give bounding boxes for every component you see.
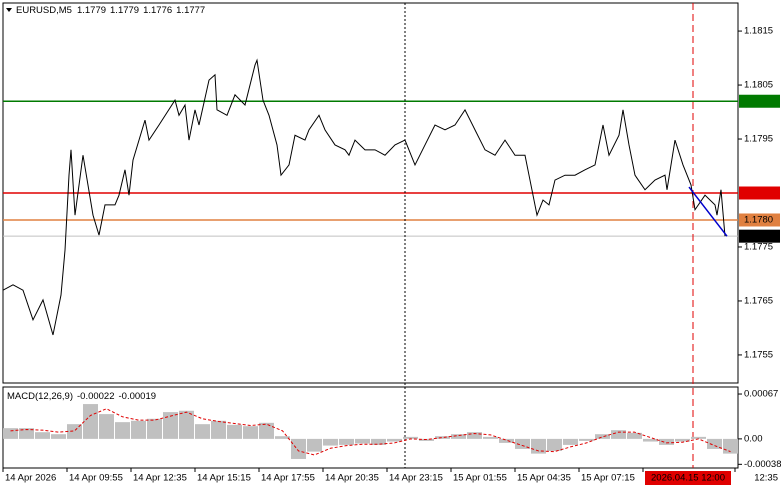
histogram-bar <box>355 438 370 444</box>
level-label-bg <box>739 186 780 200</box>
histogram-bar <box>275 436 290 439</box>
histogram-bar <box>3 428 18 439</box>
histogram-bar <box>627 432 642 439</box>
histogram-bar <box>243 426 258 439</box>
x-tick-label: 15 Apr 01:55 <box>453 473 507 484</box>
y-tick-label: 1.1775 <box>744 241 773 252</box>
histogram-bar <box>259 422 274 439</box>
x-tick-label: 14 Apr 20:35 <box>325 473 379 484</box>
x-tick-label: 14 Apr 15:15 <box>197 473 251 484</box>
histogram-bar <box>179 410 194 439</box>
histogram-bar <box>323 438 338 446</box>
histogram-bar <box>371 438 386 445</box>
histogram-bar <box>339 438 354 445</box>
crosshair-label-bg <box>645 471 731 485</box>
histogram-bar <box>451 434 466 439</box>
high: 1.1779 <box>110 5 139 16</box>
y-tick-label: 1.1795 <box>744 134 773 145</box>
y-tick-label: 1.1765 <box>744 295 773 306</box>
low: 1.1776 <box>143 5 172 16</box>
histogram-bar <box>483 436 498 439</box>
histogram-bar <box>99 414 114 439</box>
histogram-bar <box>115 422 130 439</box>
histogram-bar <box>611 430 626 439</box>
y-tick-label: 1.1805 <box>744 80 773 91</box>
histogram-bar <box>307 438 322 452</box>
histogram-bar <box>675 438 690 442</box>
level-label-bg <box>739 213 780 227</box>
histogram-bar <box>531 438 546 454</box>
signal-line <box>10 408 731 456</box>
histogram-bar <box>147 418 162 439</box>
histogram-bar <box>131 420 146 439</box>
symbol: EURUSD,M5 <box>16 5 72 16</box>
trend-line <box>688 186 728 237</box>
histogram-bar <box>691 436 706 439</box>
histogram-bar <box>211 420 226 439</box>
histogram-bar <box>83 404 98 439</box>
histogram-bar <box>227 424 242 439</box>
histogram-bar <box>499 438 514 443</box>
histogram-bar <box>467 432 482 439</box>
histogram-bar <box>35 432 50 439</box>
histogram-bar <box>659 438 674 445</box>
x-tick-label: 14 Apr 12:35 <box>133 473 187 484</box>
histogram-bar <box>547 438 562 451</box>
histogram-bar <box>19 428 34 439</box>
histogram-bar <box>195 424 210 439</box>
x-tick-label: 14 Apr 17:55 <box>261 473 315 484</box>
menu-arrow[interactable] <box>6 8 12 12</box>
macd-name: MACD(12,26,9) <box>7 391 73 402</box>
macd-signal: -0.00019 <box>119 391 157 402</box>
histogram-bar <box>51 434 66 439</box>
histogram-bar <box>403 436 418 439</box>
histogram-bar <box>563 438 578 445</box>
histogram-bar <box>579 438 594 441</box>
histogram-bar <box>387 438 402 442</box>
histogram-bar <box>723 438 738 454</box>
macd-frame <box>2 386 739 469</box>
level-label-bg <box>739 94 780 108</box>
price-line <box>2 58 726 336</box>
y-tick-label: 0.00 <box>744 433 763 444</box>
x-tick-label: 14 Apr 2026 <box>5 473 56 484</box>
macd-header: MACD(12,26,9) -0.00022 -0.00019 <box>7 391 156 402</box>
x-tick-label: 15 Apr 07:15 <box>581 473 635 484</box>
histogram-bar <box>163 412 178 439</box>
level-label-bg <box>739 229 780 243</box>
close: 1.1777 <box>176 5 205 16</box>
x-tick-label: 15 Apr 04:35 <box>517 473 571 484</box>
crosshair-label: 2026.04.15 12:00 <box>651 473 725 484</box>
x-tick-label: 14 Apr 09:55 <box>69 473 123 484</box>
histogram-bar <box>595 434 610 439</box>
price-header: EURUSD,M5 1.1779 1.1779 1.1776 1.1777 <box>16 5 205 16</box>
x-tick-label: 12:35 <box>754 473 778 484</box>
level-label: 1.1780 <box>744 215 773 226</box>
y-tick-label: -0.00038 <box>744 459 781 470</box>
histogram-bar <box>707 438 722 449</box>
y-tick-label: 1.1815 <box>744 26 773 37</box>
histogram-bar <box>435 436 450 439</box>
histogram-bar <box>643 438 658 442</box>
histogram-bar <box>291 438 306 459</box>
macd-main: -0.00022 <box>77 391 115 402</box>
y-tick-label: 0.00067 <box>744 389 778 400</box>
histogram-bar <box>515 438 530 449</box>
y-tick-label: 1.1755 <box>744 349 773 360</box>
open: 1.1779 <box>77 5 106 16</box>
histogram-bar <box>67 424 82 439</box>
x-tick-label: 14 Apr 23:15 <box>389 473 443 484</box>
